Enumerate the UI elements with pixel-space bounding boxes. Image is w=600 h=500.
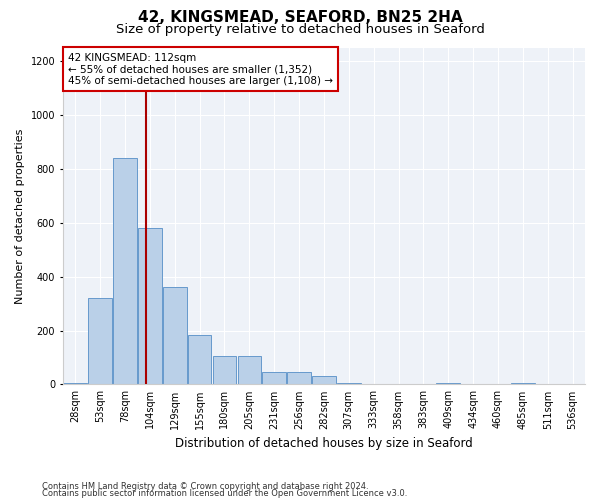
Bar: [287, 372, 311, 384]
Bar: [163, 288, 187, 384]
Bar: [188, 334, 211, 384]
Bar: [238, 356, 261, 384]
Bar: [64, 383, 87, 384]
Y-axis label: Number of detached properties: Number of detached properties: [15, 128, 25, 304]
Bar: [88, 298, 112, 384]
Text: 42 KINGSMEAD: 112sqm
← 55% of detached houses are smaller (1,352)
45% of semi-de: 42 KINGSMEAD: 112sqm ← 55% of detached h…: [68, 52, 333, 86]
Text: Contains HM Land Registry data © Crown copyright and database right 2024.: Contains HM Land Registry data © Crown c…: [42, 482, 368, 491]
Bar: [138, 228, 161, 384]
X-axis label: Distribution of detached houses by size in Seaford: Distribution of detached houses by size …: [175, 437, 473, 450]
Bar: [436, 383, 460, 384]
Bar: [212, 356, 236, 384]
Text: 42, KINGSMEAD, SEAFORD, BN25 2HA: 42, KINGSMEAD, SEAFORD, BN25 2HA: [137, 10, 463, 25]
Text: Contains public sector information licensed under the Open Government Licence v3: Contains public sector information licen…: [42, 489, 407, 498]
Text: Size of property relative to detached houses in Seaford: Size of property relative to detached ho…: [116, 22, 484, 36]
Bar: [337, 383, 361, 384]
Bar: [511, 383, 535, 384]
Bar: [262, 372, 286, 384]
Bar: [312, 376, 336, 384]
Bar: [113, 158, 137, 384]
